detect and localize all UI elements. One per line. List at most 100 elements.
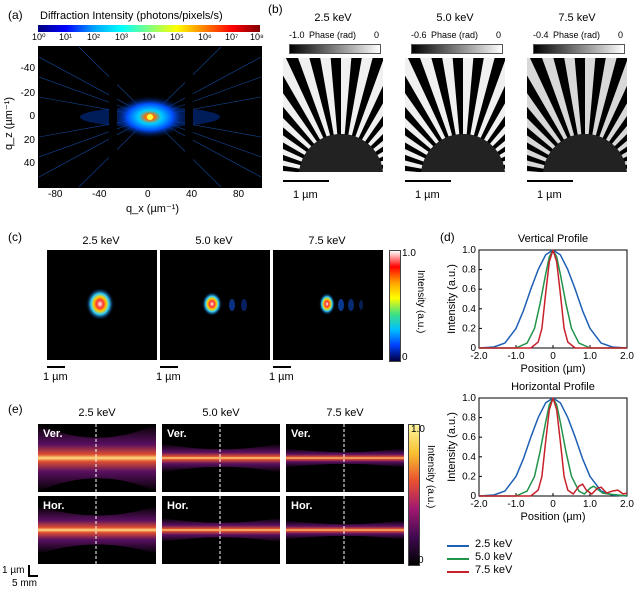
star-spoke <box>585 58 596 135</box>
y-tick-label: 0.8 <box>462 413 476 424</box>
diffraction-image <box>38 46 262 188</box>
caustic-image: Ver. <box>38 424 156 492</box>
y-tick-label: 0.2 <box>462 323 476 334</box>
scalebar <box>283 180 329 182</box>
phase-min: -0.4 <box>533 30 549 40</box>
y-tick-label: 0 <box>470 343 476 354</box>
star-spoke <box>527 117 556 149</box>
star-spoke <box>527 135 551 155</box>
scalebar-label: 1 µm <box>269 371 294 383</box>
phase-label: Phase (rad) <box>309 30 357 40</box>
panel-e-colorbar-label: Intensity (a.u.) <box>425 445 436 509</box>
star-center <box>421 134 505 172</box>
panel-b-energy: 5.0 keV <box>436 12 474 24</box>
beam-profile <box>286 448 404 468</box>
x-tick-label: 1.0 <box>583 499 597 510</box>
scalebar <box>405 180 451 182</box>
cbar-tick: 10⁷ <box>225 32 239 42</box>
star-spoke <box>283 135 307 155</box>
caustic-beam <box>286 424 404 492</box>
y-tick-label: 0 <box>470 491 476 502</box>
star-spoke <box>477 60 505 138</box>
cbar-tick: 10³ <box>115 32 129 42</box>
phase-label: Phase (rad) <box>431 30 479 40</box>
x-tick-label: 2.0 <box>620 351 634 362</box>
caustic-beam <box>38 424 156 492</box>
y-tick-label: 1.0 <box>462 393 476 404</box>
scalebar-vertical <box>28 565 30 577</box>
star-spoke <box>283 58 324 140</box>
phase-colorbar <box>533 44 625 54</box>
siemens-star-phase-image <box>527 58 627 172</box>
phase-colorbar <box>411 44 503 54</box>
star-spoke <box>405 149 425 162</box>
series-line-5.0-keV <box>479 397 628 497</box>
panel-a-title: Diffraction Intensity (photons/pixels/s) <box>40 10 223 22</box>
row-label: Ver. <box>43 428 63 440</box>
star-spoke <box>495 140 505 152</box>
caustic-beam <box>162 496 280 564</box>
star-spoke <box>612 125 627 147</box>
cbar-tick: 10⁴ <box>142 32 156 42</box>
xtick: 80 <box>233 189 245 200</box>
caustic-beam <box>38 496 156 564</box>
ytick: -40 <box>20 63 35 74</box>
y-tick-label: 0.8 <box>462 265 476 276</box>
x-axis-label: Position (µm) <box>520 363 585 375</box>
xtick: 40 <box>186 189 198 200</box>
caustic-beam <box>286 496 404 564</box>
phase-colorbar <box>289 44 381 54</box>
xtick: -40 <box>92 189 107 200</box>
panel-label-e: (e) <box>8 402 23 416</box>
star-spoke <box>504 168 505 172</box>
star-spoke <box>527 160 545 169</box>
scalebar-label: 1 µm <box>537 189 562 201</box>
star-spoke <box>484 103 505 142</box>
star-spoke <box>527 93 561 144</box>
xtick: 0 <box>145 189 151 200</box>
series-line-7.5-keV <box>479 249 627 349</box>
siemens-star-pattern <box>283 58 383 172</box>
series-line-5.0-keV <box>479 249 627 349</box>
y-axis-label: Intensity (a.u.) <box>446 412 458 482</box>
cbar-tick: 10⁸ <box>250 32 264 42</box>
star-spoke <box>617 140 627 152</box>
star-spoke <box>621 151 627 159</box>
star-spoke <box>283 93 317 144</box>
star-spoke <box>320 58 338 135</box>
legend-label: 2.5 keV <box>475 538 513 550</box>
star-spoke <box>355 60 383 138</box>
star-spoke <box>470 58 495 136</box>
legend-line-2.5kev <box>447 545 469 547</box>
profile-charts: Vertical Profile -2.0 -1.0 0 1.0 2.0 0 0.2 0.4 0.… <box>446 233 634 523</box>
panel-label-c: (c) <box>8 230 22 244</box>
panel-b-energy: 2.5 keV <box>314 12 352 24</box>
star-spoke <box>606 103 627 142</box>
star-spoke <box>624 160 627 166</box>
plot-frame <box>478 397 628 497</box>
star-spoke <box>341 58 352 135</box>
star-spoke <box>499 151 505 159</box>
ytick: 0 <box>29 111 35 122</box>
x-tick-label: 2.0 <box>620 499 634 510</box>
scale-h-label: 5 mm <box>12 578 37 589</box>
row-label: Hor. <box>43 500 65 512</box>
x-tick-label: 0 <box>550 351 556 362</box>
star-spoke <box>442 58 460 135</box>
legend-label: 5.0 keV <box>475 551 513 563</box>
caustic-image: Ver. <box>162 424 280 492</box>
focus-spot-2.5kev <box>47 250 157 360</box>
phase-min: -0.6 <box>411 30 427 40</box>
x-axis-label: Position (µm) <box>520 511 585 523</box>
panel-e-energy: 5.0 keV <box>202 407 240 419</box>
panel-a-xlabel: q_x (µm⁻¹) <box>126 203 180 215</box>
legend-label: 7.5 keV <box>475 564 513 576</box>
scale-v-label: 1 µm <box>2 565 25 576</box>
legend-line-7.5kev <box>447 571 469 573</box>
cbar-tick: 10¹ <box>59 32 73 42</box>
plot-frame <box>478 249 628 349</box>
caustic-beam <box>162 424 280 492</box>
y-tick-label: 1.0 <box>462 245 476 256</box>
ytick: -20 <box>20 88 35 99</box>
x-tick-label: -1.0 <box>507 351 525 362</box>
